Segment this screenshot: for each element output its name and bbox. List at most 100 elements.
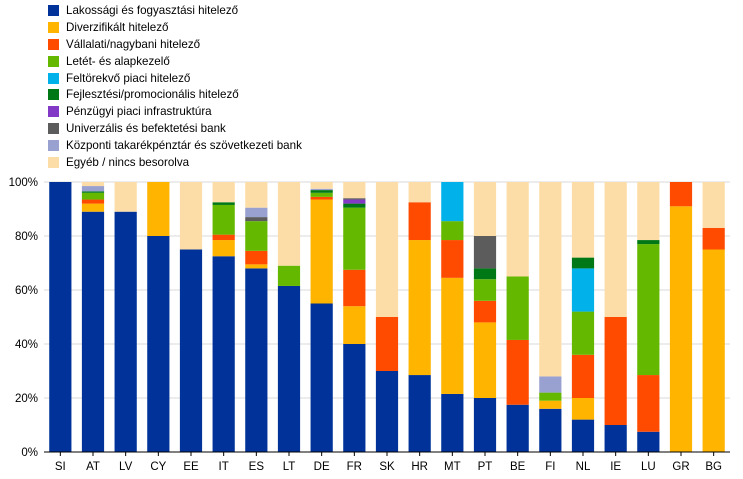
bar-segment [245,250,268,265]
legend-swatch [48,38,59,50]
bar-segment [506,182,529,277]
x-tick-label: SK [379,461,395,473]
x-tick-label: NL [576,461,591,473]
bar-segment [473,182,497,236]
x-tick-label: SI [55,461,66,473]
x-tick-label: AT [86,461,100,473]
bar-segment [506,339,529,405]
bar-segment [408,240,431,376]
legend-swatch [48,156,59,168]
y-tick-label: 100% [9,177,38,189]
bar-segment [571,311,595,355]
chart-legend: Lakossági és fogyasztási hitelező Diverzi… [48,2,302,171]
bar-segment [49,182,72,452]
bar-segment [637,244,660,376]
bar-segment [81,199,105,204]
bar-segment [212,204,235,235]
legend-label: Feltörekvő piaci hitelező [66,71,191,85]
bar-segment [637,182,660,241]
bar-segment [571,354,595,398]
bar-segment [212,240,235,257]
bar-segment [441,221,464,241]
bar-segment [375,182,399,317]
legend-swatch [48,4,59,16]
bar-segment [702,182,725,228]
x-tick-label: PT [478,461,493,473]
bar-segment [212,202,235,205]
bar-segment [408,202,431,241]
bar-segment [81,182,105,187]
bar-segment [571,268,595,312]
x-tick-label: HR [411,461,428,473]
bar-segment [669,206,693,452]
legend-item: Feltörekvő piaci hitelező [48,70,302,87]
legend-item: Fejlesztési/promocionális hitelező [48,86,302,103]
bar-segment [375,317,399,371]
bar-segment [245,182,268,208]
bar-segment [571,398,595,420]
bar-segment [114,182,137,212]
bar-segment [637,431,660,452]
legend-swatch [48,55,59,67]
legend-swatch [48,21,59,33]
x-tick-label: BG [705,461,722,473]
bar-segment [310,199,333,304]
bar-segment [81,191,105,193]
bar-segment [506,404,529,452]
bar-segment [343,207,366,270]
bar-segment [473,279,497,301]
bar-segment [473,322,497,398]
legend-label: Pénzügyi piaci infrastruktúra [66,105,212,119]
bar-segment [343,344,366,452]
x-tick-label: IT [219,461,229,473]
x-tick-label: FR [347,461,362,473]
bar-segment [539,392,562,401]
bar-segment [343,199,366,204]
bar-segment [310,182,333,189]
bar-segment [245,207,268,218]
legend-label: Letét- és alapkezelő [66,54,170,68]
bar-segment [310,196,333,200]
y-tick-label: 80% [15,231,38,243]
bar-segment [408,375,431,452]
bar-segment [343,198,366,200]
bar-segment [702,249,725,452]
bar-segment [343,182,366,199]
legend-item: Pénzügyi piaci infrastruktúra [48,103,302,120]
bar-segment [473,300,497,323]
bar-segment [441,277,464,394]
bar-segment [637,240,660,245]
bar-segment [212,234,235,241]
bars [49,182,725,452]
x-tick-label: MT [444,461,461,473]
bar-segment [539,376,562,393]
x-tick-label: EE [183,461,199,473]
bar-segment [212,182,235,203]
bar-segment [245,268,268,452]
x-tick-label: DE [314,461,330,473]
bar-segment [212,256,235,452]
bar-segment [604,425,627,452]
bar-segment [343,306,366,344]
legend-label: Univerzális és befektetési bank [66,122,226,136]
axes: 0% 20% 40% 60% 80% 100% SI AT LV CY EE IT ES LT DE FR SK… [9,177,730,473]
bar-segment [81,192,105,200]
bar-segment [245,221,268,251]
bar-segment [81,211,105,452]
y-tick-label: 0% [21,447,38,459]
bar-segment [343,269,366,307]
bar-segment [245,217,268,222]
legend-item: Lakossági és fogyasztási hitelező [48,2,302,19]
x-tick-label: GR [672,461,689,473]
bar-segment [114,211,137,452]
x-tick-label: FI [545,461,555,473]
bar-segment [277,265,301,286]
x-tick-label: LT [283,461,296,473]
bar-segment [702,227,725,250]
bar-segment [147,236,170,452]
legend-label: Lakossági és fogyasztási hitelező [66,3,239,17]
bar-segment [310,190,333,193]
legend-label: Fejlesztési/promocionális hitelező [66,88,239,102]
bar-segment [539,182,562,377]
